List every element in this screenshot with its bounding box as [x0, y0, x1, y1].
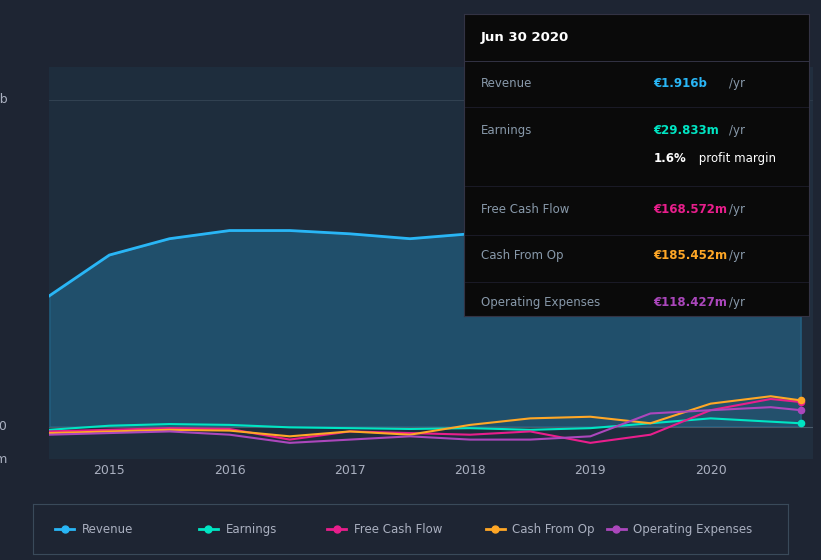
Text: €0: €0: [0, 420, 7, 433]
Text: €1.916b: €1.916b: [654, 77, 708, 90]
Text: /yr: /yr: [729, 124, 745, 137]
Point: [794, 419, 807, 428]
Text: profit margin: profit margin: [695, 152, 776, 165]
Text: Free Cash Flow: Free Cash Flow: [481, 203, 570, 216]
Text: Earnings: Earnings: [481, 124, 533, 137]
Text: /yr: /yr: [729, 77, 745, 90]
Point: [58, 525, 71, 534]
Text: €2b: €2b: [0, 94, 7, 106]
Bar: [650, 67, 813, 459]
Text: Free Cash Flow: Free Cash Flow: [354, 522, 443, 536]
Text: €185.452m: €185.452m: [654, 249, 727, 263]
Text: €118.427m: €118.427m: [654, 296, 727, 309]
Point: [794, 396, 807, 405]
Text: Revenue: Revenue: [82, 522, 133, 536]
Point: [794, 398, 807, 407]
Text: /yr: /yr: [729, 249, 745, 263]
Text: Operating Expenses: Operating Expenses: [481, 296, 600, 309]
Point: [489, 525, 502, 534]
Text: /yr: /yr: [729, 296, 745, 309]
Text: /yr: /yr: [729, 203, 745, 216]
Text: Revenue: Revenue: [481, 77, 533, 90]
Point: [330, 525, 343, 534]
Text: €168.572m: €168.572m: [654, 203, 727, 216]
Text: Cash From Op: Cash From Op: [512, 522, 595, 536]
Text: €29.833m: €29.833m: [654, 124, 719, 137]
Text: Cash From Op: Cash From Op: [481, 249, 563, 263]
Text: 1.6%: 1.6%: [654, 152, 686, 165]
Point: [202, 525, 215, 534]
Text: Earnings: Earnings: [226, 522, 277, 536]
Point: [610, 525, 623, 534]
Text: Jun 30 2020: Jun 30 2020: [481, 31, 569, 44]
Text: Operating Expenses: Operating Expenses: [633, 522, 753, 536]
Text: -€200m: -€200m: [0, 452, 7, 466]
Point: [794, 405, 807, 414]
Point: [794, 113, 807, 122]
